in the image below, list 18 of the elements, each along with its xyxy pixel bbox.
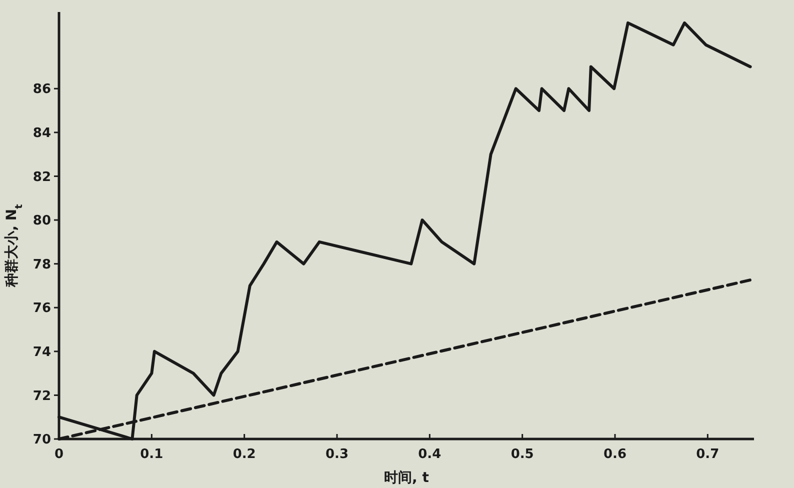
- y-tick-label: 80: [32, 214, 51, 229]
- y-tick-label: 86: [32, 82, 51, 98]
- y-tick-label: 76: [32, 301, 51, 316]
- x-tick-label: 0.2: [232, 447, 256, 462]
- x-tick-label: 0.6: [603, 447, 627, 462]
- x-tick-label: 0.5: [510, 447, 534, 462]
- y-tick-label: 70: [32, 432, 51, 448]
- x-tick-label: 0: [54, 447, 64, 462]
- y-tick-label: 74: [32, 344, 51, 360]
- y-tick-label: 84: [32, 126, 51, 141]
- x-tick-label: 0.7: [696, 447, 720, 462]
- x-axis-title: 时间, t: [384, 470, 430, 486]
- y-tick-label: 82: [32, 170, 51, 185]
- x-tick-label: 0.3: [325, 447, 349, 462]
- y-tick-label: 78: [32, 257, 51, 272]
- x-tick-label: 0.1: [140, 447, 164, 462]
- x-tick-label: 0.4: [418, 447, 442, 462]
- y-tick-label: 72: [32, 388, 51, 404]
